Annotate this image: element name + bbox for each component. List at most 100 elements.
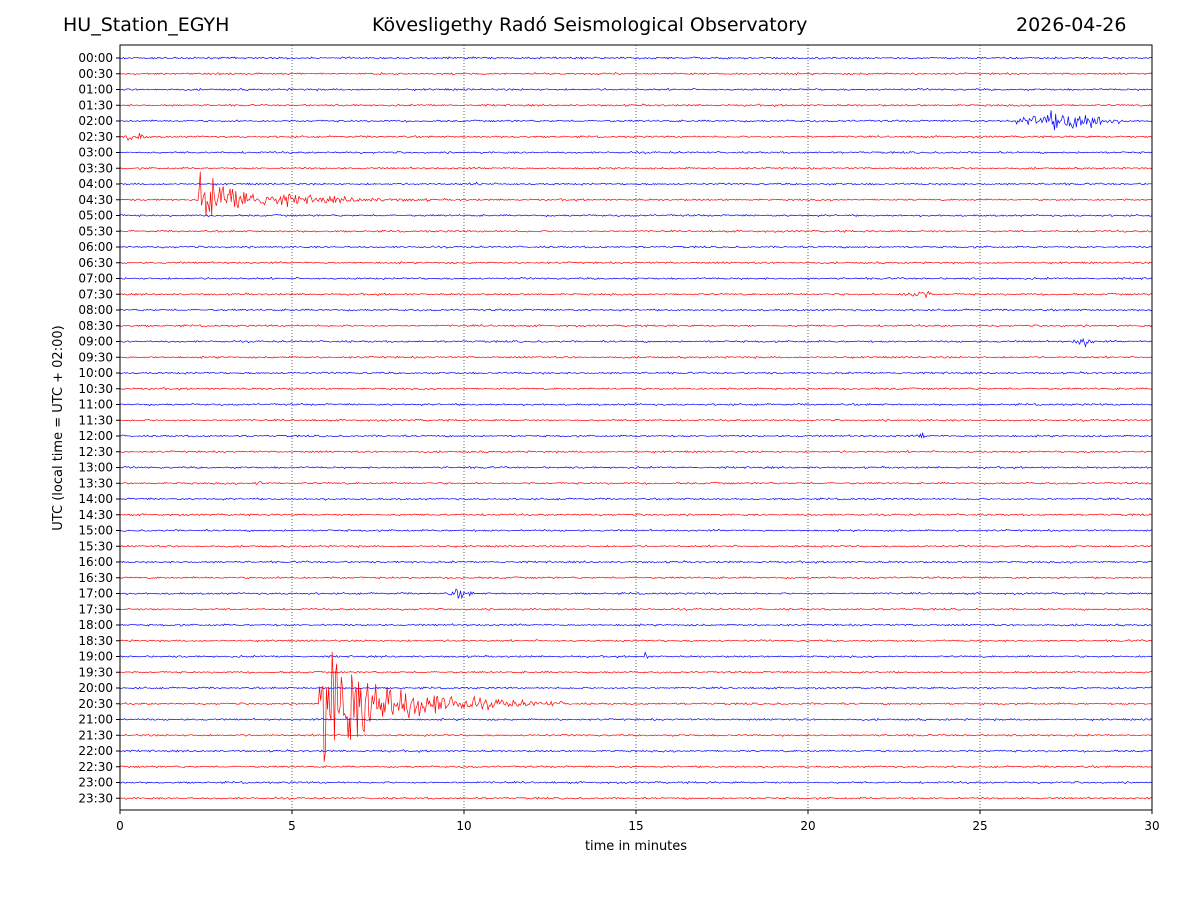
y-tick-label: 04:30 [78, 193, 113, 207]
trace-0600 [119, 245, 1153, 249]
trace-0030 [119, 72, 1153, 76]
trace-0730 [119, 290, 1153, 299]
trace-0400 [119, 181, 1153, 186]
y-axis-label: UTC (local time = UTC + 02:00) [51, 325, 66, 530]
trace-0000 [119, 56, 1153, 60]
trace-1330 [119, 481, 1153, 486]
y-tick-label: 12:30 [78, 445, 113, 459]
y-tick-label: 02:00 [78, 114, 113, 128]
trace-1600 [119, 560, 1153, 564]
y-tick-label: 22:30 [78, 760, 113, 774]
y-tick-label: 17:00 [78, 587, 113, 601]
y-tick-label: 13:30 [78, 476, 113, 490]
y-tick-label: 18:30 [78, 634, 113, 648]
y-tick-label: 01:00 [78, 83, 113, 97]
trace-1200 [119, 431, 1153, 439]
trace-1730 [119, 607, 1153, 611]
y-tick-label: 05:30 [78, 224, 113, 238]
trace-0900 [119, 337, 1153, 348]
trace-2300 [119, 780, 1153, 785]
y-tick-label: 17:30 [78, 602, 113, 616]
trace-0200 [119, 110, 1153, 131]
trace-2100 [119, 717, 1153, 722]
trace-1830 [119, 639, 1153, 643]
trace-1300 [119, 465, 1153, 470]
x-tick-label: 15 [628, 819, 643, 833]
y-tick-label: 21:00 [78, 713, 113, 727]
y-tick-label: 03:30 [78, 161, 113, 175]
y-tick-label: 04:00 [78, 177, 113, 191]
y-tick-label: 15:30 [78, 539, 113, 553]
trace-2000 [119, 686, 1153, 690]
y-tick-label: 14:00 [78, 492, 113, 506]
trace-2130 [119, 733, 1153, 738]
y-tick-label: 21:30 [78, 728, 113, 742]
y-tick-label: 09:00 [78, 335, 113, 349]
y-tick-label: 19:00 [78, 650, 113, 664]
x-tick-label: 0 [116, 819, 124, 833]
y-tick-label: 01:30 [78, 98, 113, 112]
y-tick-label: 00:00 [78, 51, 113, 65]
traces [119, 56, 1153, 800]
trace-2230 [119, 765, 1153, 769]
trace-1100 [119, 402, 1153, 407]
trace-1800 [119, 623, 1153, 627]
trace-0630 [119, 261, 1153, 265]
x-axis-label: time in minutes [585, 839, 687, 854]
trace-1000 [119, 371, 1153, 375]
y-tick-label: 09:30 [78, 350, 113, 364]
trace-1500 [119, 528, 1153, 533]
trace-2330 [119, 796, 1153, 800]
observatory-title: Kövesligethy Radó Seismological Observat… [372, 14, 808, 36]
trace-0800 [119, 308, 1153, 312]
y-tick-label: 16:00 [78, 555, 113, 569]
trace-0500 [119, 213, 1153, 218]
y-tick-label: 14:30 [78, 508, 113, 522]
y-tick-label: 08:30 [78, 319, 113, 333]
y-tick-label: 22:00 [78, 744, 113, 758]
trace-0700 [119, 276, 1153, 281]
y-tick-label: 05:00 [78, 209, 113, 223]
x-tick-label: 25 [972, 819, 987, 833]
trace-1430 [119, 513, 1153, 517]
x-tick-label: 20 [800, 819, 815, 833]
trace-0300 [119, 150, 1153, 155]
y-tick-label: 15:00 [78, 524, 113, 538]
trace-1930 [119, 670, 1153, 675]
trace-1030 [119, 387, 1153, 391]
trace-2200 [119, 749, 1153, 753]
trace-1400 [119, 497, 1153, 501]
trace-1900 [119, 651, 1153, 659]
y-tick-label: 20:00 [78, 681, 113, 695]
y-tick-label: 03:00 [78, 146, 113, 160]
trace-0930 [119, 355, 1153, 360]
grid-lines [291, 45, 981, 810]
trace-2030 [119, 651, 1153, 762]
y-tick-label: 18:00 [78, 618, 113, 632]
y-tick-label: 10:00 [78, 366, 113, 380]
trace-0100 [119, 87, 1153, 92]
trace-0830 [119, 324, 1153, 328]
y-tick-label: 10:30 [78, 382, 113, 396]
trace-0430 [119, 171, 1153, 216]
trace-0130 [119, 103, 1153, 108]
y-tick-label: 23:00 [78, 776, 113, 790]
y-tick-label: 12:00 [78, 429, 113, 443]
y-tick-label: 07:30 [78, 287, 113, 301]
y-tick-label: 06:30 [78, 256, 113, 270]
y-tick-label: 06:00 [78, 240, 113, 254]
station-title: HU_Station_EGYH [63, 14, 230, 36]
y-tick-label: 07:00 [78, 272, 113, 286]
y-tick-label: 00:30 [78, 67, 113, 81]
y-tick-label: 16:30 [78, 571, 113, 585]
y-tick-label: 13:00 [78, 461, 113, 475]
trace-1230 [119, 450, 1153, 454]
x-tick-label: 10 [456, 819, 471, 833]
y-tick-label: 11:30 [78, 413, 113, 427]
y-tick-label: 19:30 [78, 665, 113, 679]
trace-1130 [119, 418, 1153, 422]
x-tick-label: 5 [288, 819, 296, 833]
trace-1530 [119, 544, 1153, 549]
